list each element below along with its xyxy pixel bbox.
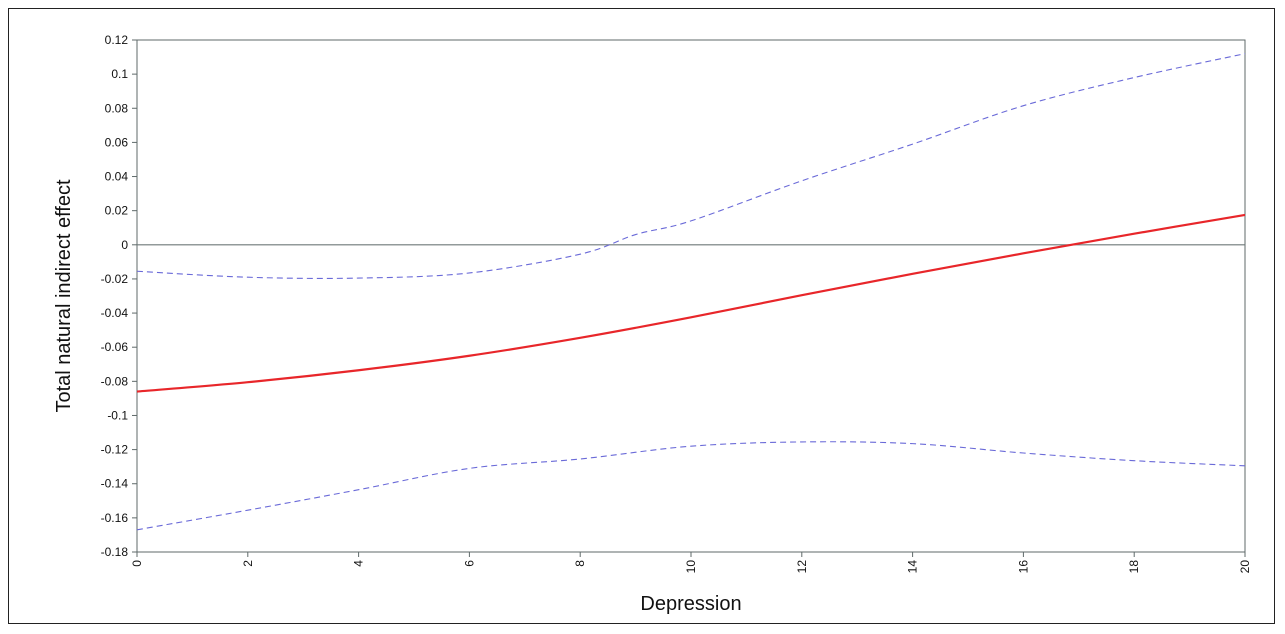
x-tick-label: 14: [906, 560, 920, 574]
y-axis-ticks: -0.18 -0.16 -0.14 -0.12 -0.1 -0.08 -0.06 -0.04 -…: [101, 33, 137, 559]
x-tick-label: 18: [1127, 560, 1141, 574]
estimate-line: [136, 213, 1246, 393]
x-tick-label: 4: [352, 560, 366, 567]
y-tick-label: -0.02: [101, 272, 129, 286]
x-axis-title: Depression: [640, 593, 741, 615]
x-tick-label: 8: [573, 560, 587, 567]
x-tick-label: 2: [241, 560, 255, 567]
x-tick-label: 20: [1238, 560, 1252, 574]
y-axis-title: Total natural indirect effect: [53, 179, 75, 413]
plot-area: [136, 39, 1246, 553]
x-tick-label: 16: [1016, 560, 1030, 574]
x-tick-label: 10: [684, 560, 698, 574]
y-tick-label: 0.1: [111, 67, 128, 81]
y-tick-label: -0.1: [107, 408, 128, 422]
upper-bound-line: [136, 53, 1246, 279]
x-tick-label: 6: [462, 560, 476, 567]
y-tick-label: -0.18: [101, 545, 129, 559]
y-tick-label: 0.06: [105, 135, 129, 149]
y-tick-label: -0.16: [101, 511, 129, 525]
lower-bound-line: [136, 441, 1246, 531]
y-tick-label: -0.12: [101, 443, 129, 457]
y-tick-label: 0: [121, 238, 128, 252]
y-tick-label: -0.06: [101, 340, 129, 354]
y-tick-label: -0.08: [101, 374, 129, 388]
x-tick-label: 12: [795, 560, 809, 574]
series-group: [136, 53, 1246, 531]
y-tick-label: 0.04: [105, 170, 129, 184]
x-axis-ticks: 0 2 4 6 8 10 12 14 16 18 20: [130, 552, 1252, 573]
y-tick-label: -0.14: [101, 477, 129, 491]
y-tick-label: 0.08: [105, 101, 129, 115]
y-tick-label: 0.12: [105, 33, 129, 47]
x-tick-label: 0: [130, 560, 144, 567]
y-tick-label: -0.04: [101, 306, 129, 320]
y-tick-label: 0.02: [105, 204, 129, 218]
